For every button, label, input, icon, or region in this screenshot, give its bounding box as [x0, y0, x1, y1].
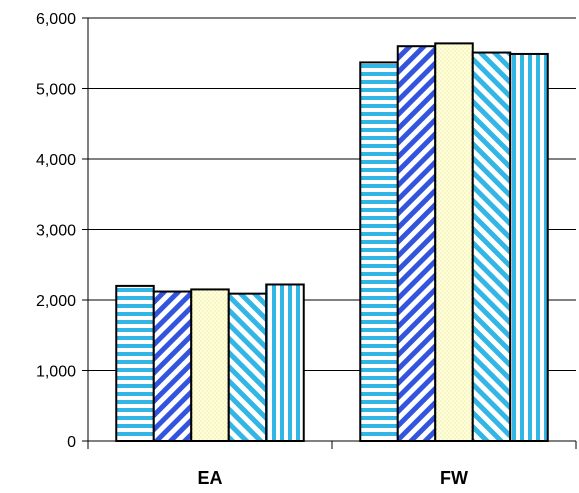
y-tick-label: 3,000 — [36, 223, 76, 240]
bar-fw-series-5 — [509, 52, 549, 443]
y-tick-label: 1,000 — [36, 364, 76, 381]
x-category-label: EA — [197, 468, 222, 488]
y-tick-label: 4,000 — [36, 152, 76, 169]
bar-fw-series-2 — [396, 45, 437, 442]
y-tick-label: 5,000 — [36, 82, 76, 99]
y-tick-label: 2,000 — [36, 293, 76, 310]
axis-labels: 0 1,000 2,000 3,000 4,000 5,000 6,000 EA FW — [36, 11, 468, 488]
bar-fw-series-4 — [471, 51, 512, 442]
bar-ea-series-5 — [265, 283, 305, 442]
y-tick-label: 6,000 — [36, 11, 76, 28]
x-category-label: FW — [440, 468, 468, 488]
bar-ea-series-4 — [227, 292, 268, 442]
y-tick-label: 0 — [67, 434, 76, 451]
bar-ea-series-1 — [115, 284, 155, 442]
bar-fw-series-3 — [434, 42, 474, 442]
bar-ea-series-3 — [190, 288, 230, 442]
bars — [115, 42, 549, 443]
bar-ea-series-2 — [152, 290, 193, 443]
bar-fw-series-1 — [359, 61, 399, 442]
